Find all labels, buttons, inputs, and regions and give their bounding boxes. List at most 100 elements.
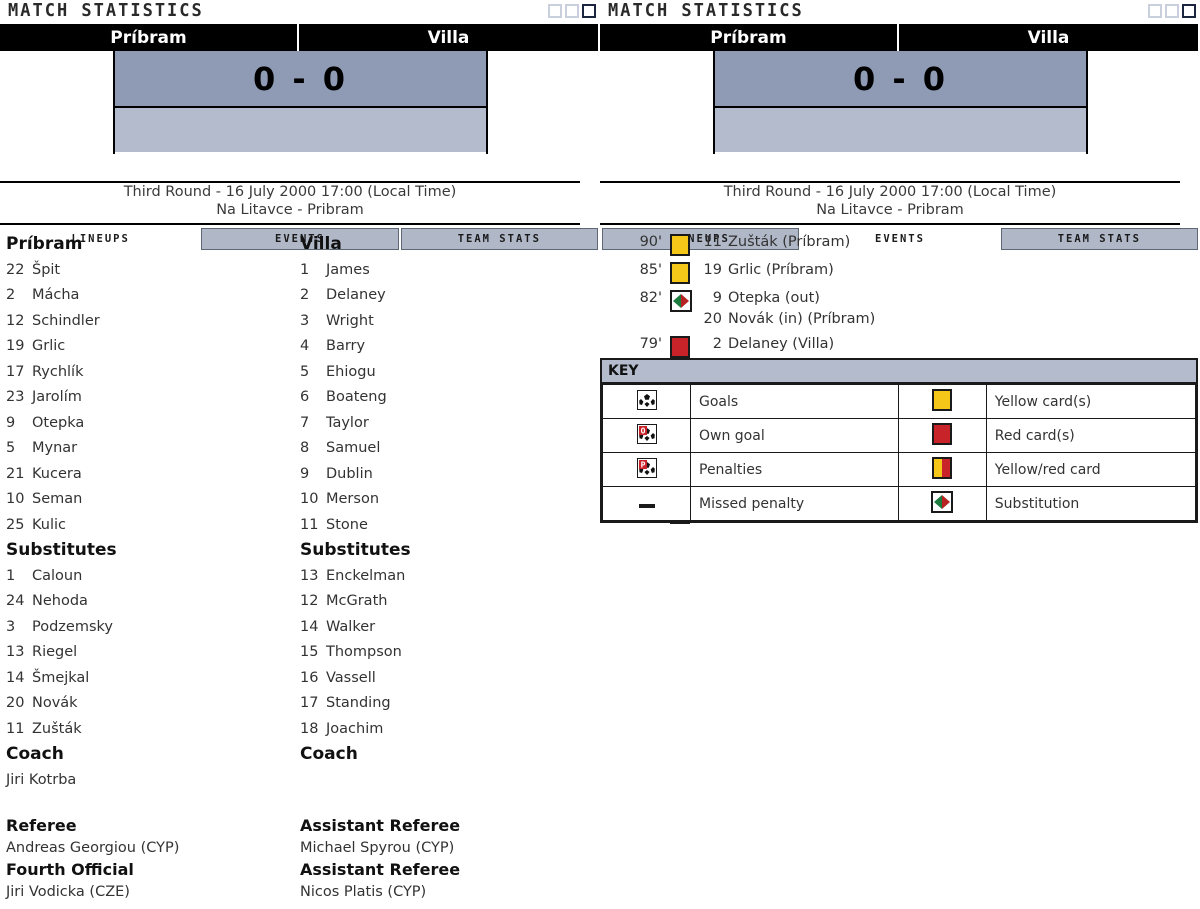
player-name: Podzemsky bbox=[32, 618, 113, 635]
match-meta: Third Round - 16 July 2000 17:00 (Local … bbox=[0, 183, 580, 219]
key-row: Missed penalty Substitution bbox=[602, 486, 1197, 521]
tab-team-stats[interactable]: TEAM STATS bbox=[1000, 228, 1198, 250]
official-title-assistant-2: Assistant Referee bbox=[300, 860, 461, 879]
key-icon-cell bbox=[602, 384, 691, 419]
list-item: 14 Walker bbox=[300, 615, 592, 641]
away-team-name: Villa bbox=[427, 27, 470, 48]
player-name: Kulic bbox=[32, 516, 67, 533]
player-name: Rychlík bbox=[32, 363, 84, 380]
maximize-box-icon[interactable] bbox=[565, 4, 579, 18]
away-substitutes-list: 13 Enckelman 12 McGrath 14 Walker 15 Thompson 16… bbox=[300, 564, 592, 743]
maximize-box-icon[interactable] bbox=[1165, 4, 1179, 18]
svg-text:O: O bbox=[640, 426, 645, 435]
window-controls bbox=[548, 4, 596, 18]
scoreboard: Príbram Villa 0 - 0 Third Round - 16 Jul… bbox=[600, 24, 1200, 250]
player-name: Enckelman bbox=[326, 567, 406, 584]
close-box-icon[interactable] bbox=[582, 4, 596, 18]
player-name: Boateng bbox=[326, 389, 387, 405]
player-name: Taylor bbox=[326, 414, 369, 431]
score-panel: 0 - 0 bbox=[713, 51, 1088, 154]
player-number: 17 bbox=[300, 695, 319, 711]
event-icon-cell bbox=[670, 334, 702, 358]
player-number: 8 bbox=[300, 440, 310, 456]
key-table: Goals Yellow card(s) O Own goal Red card(s) P… bbox=[602, 384, 1197, 521]
list-item: 3 Podzemsky bbox=[6, 615, 296, 641]
event-minute: 85' bbox=[639, 262, 662, 278]
player-name: Grlic bbox=[32, 338, 66, 354]
player-name: Šmejkal bbox=[32, 669, 90, 686]
away-coach-title: Coach bbox=[300, 744, 358, 764]
event-line: 11 Zušták (Príbram) bbox=[702, 232, 851, 253]
list-item: 2 Mácha bbox=[6, 283, 296, 309]
divider-bottom bbox=[0, 223, 580, 225]
tab-team-stats[interactable]: TEAM STATS bbox=[400, 228, 598, 250]
list-item: 8 Samuel bbox=[300, 436, 592, 462]
match-meta: Third Round - 16 July 2000 17:00 (Local … bbox=[600, 183, 1180, 219]
home-starters-list: 22 Špit 2 Mácha 12 Schindler 19 Grlic 17 Rychlík 2… bbox=[6, 258, 296, 539]
player-number: 22 bbox=[6, 261, 25, 278]
player-number: 20 bbox=[6, 695, 25, 711]
key-legend: KEY Goals Yellow card(s) O Own goal Red card… bbox=[600, 358, 1198, 523]
player-number: 2 bbox=[6, 287, 16, 303]
event-player-detail: Novák (in) (Príbram) bbox=[728, 311, 876, 327]
list-item: 16 Vassell bbox=[300, 666, 592, 692]
player-name: McGrath bbox=[326, 593, 388, 609]
tab-events[interactable]: EVENTS bbox=[201, 228, 399, 250]
home-coach-name: Jiri Kotrba bbox=[6, 771, 77, 788]
key-row: P Penalties Yellow/red card bbox=[602, 452, 1197, 487]
event-row: 82' 9 Otepka (out) 20 Novák (in) (Príbram) bbox=[636, 288, 1200, 330]
player-number: 25 bbox=[6, 516, 25, 533]
list-item: 13 Enckelman bbox=[300, 564, 592, 590]
event-player-number: 11 bbox=[703, 234, 722, 250]
list-item: 3 Wright bbox=[300, 309, 592, 335]
player-name: Jarolím bbox=[32, 389, 82, 405]
right-window: MATCH STATISTICS Príbram Villa 0 - 0 Thi… bbox=[600, 0, 1200, 909]
player-name: James bbox=[326, 261, 370, 278]
list-item: 14 Šmejkal bbox=[6, 666, 296, 692]
list-item: 19 Grlic bbox=[6, 334, 296, 360]
divider-top bbox=[600, 181, 1180, 183]
player-name: Dublin bbox=[326, 465, 373, 482]
player-name: Vassell bbox=[326, 669, 376, 686]
player-number: 6 bbox=[300, 389, 310, 405]
home-team-name: Príbram bbox=[600, 24, 899, 51]
list-item: 12 McGrath bbox=[300, 589, 592, 615]
close-box-icon[interactable] bbox=[1182, 4, 1196, 18]
score-panel: 0 - 0 bbox=[113, 51, 488, 154]
list-item: 25 Kulic bbox=[6, 513, 296, 539]
event-player-number: 2 bbox=[712, 336, 722, 352]
event-minute: 82' bbox=[639, 290, 662, 306]
player-number: 2 bbox=[300, 287, 310, 303]
event-line: 19 Grlic (Príbram) bbox=[702, 260, 834, 281]
key-title: KEY bbox=[602, 360, 1196, 384]
player-name: Riegel bbox=[32, 644, 78, 660]
tab-events[interactable]: EVENTS bbox=[801, 228, 999, 250]
key-label: Yellow card(s) bbox=[985, 384, 1197, 419]
list-item: 17 Standing bbox=[300, 691, 592, 717]
key-table-body: Goals Yellow card(s) O Own goal Red card(s) P… bbox=[602, 384, 1197, 521]
event-row: 90' 11 Zušták (Príbram) bbox=[636, 232, 1200, 256]
player-name: Merson bbox=[326, 491, 380, 507]
player-number: 19 bbox=[6, 338, 25, 354]
list-item: 15 Thompson bbox=[300, 640, 592, 666]
yellow-red-card-icon bbox=[932, 456, 953, 479]
event-line: 9 Otepka (out) bbox=[702, 288, 875, 309]
key-icon-cell: P bbox=[602, 452, 691, 487]
match-stage-line: Third Round - 16 July 2000 17:00 (Local … bbox=[123, 184, 457, 200]
official-title-referee: Referee bbox=[6, 816, 77, 835]
officials-column-left: Referee Andreas Georgiou (CYP) Fourth Of… bbox=[0, 815, 296, 903]
player-number: 5 bbox=[6, 440, 16, 456]
svg-text:P: P bbox=[640, 460, 645, 469]
tab-lineups[interactable]: LINEUPS bbox=[2, 228, 200, 250]
minimize-box-icon[interactable] bbox=[548, 4, 562, 18]
player-name: Zušták bbox=[32, 720, 82, 737]
event-minute: 79' bbox=[639, 336, 662, 352]
player-name: Barry bbox=[326, 338, 366, 354]
left-window: MATCH STATISTICS Príbram Villa 0 - 0 Thi… bbox=[0, 0, 600, 903]
list-item: 7 Taylor bbox=[300, 411, 592, 437]
list-item: 13 Riegel bbox=[6, 640, 296, 666]
right-titlebar: MATCH STATISTICS bbox=[600, 0, 1200, 24]
key-icon-cell: O bbox=[602, 418, 691, 453]
minimize-box-icon[interactable] bbox=[1148, 4, 1162, 18]
